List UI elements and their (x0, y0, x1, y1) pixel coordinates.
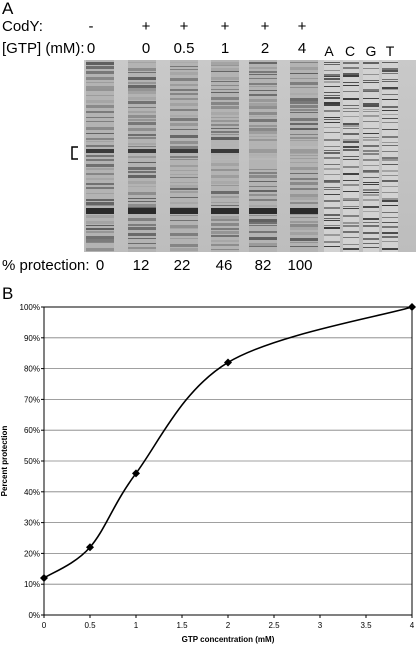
chart-gridlines (44, 306, 412, 616)
lane-3-gtp: 0.5 (173, 40, 195, 57)
x-tick-label: 1.5 (176, 621, 188, 630)
y-tick-label: 100% (20, 303, 40, 312)
lane-4-protection: 46 (215, 257, 233, 274)
data-point-marker (40, 574, 48, 583)
lane-2-cody: + (141, 18, 151, 35)
protected-region-bracket (71, 146, 78, 160)
lane-5-cody: + (260, 18, 270, 35)
y-tick-label: 40% (24, 488, 40, 497)
seq-lane-c-label: C (344, 43, 356, 59)
y-tick-label: 60% (24, 426, 40, 435)
y-tick-label: 50% (24, 457, 40, 466)
lane-1-protection: 0 (95, 257, 105, 274)
data-point-marker (224, 358, 232, 367)
gel-image (84, 60, 416, 252)
y-tick-label: 0% (28, 611, 40, 620)
lane-2-protection: 12 (132, 257, 150, 274)
x-tick-label: 2.5 (268, 621, 280, 630)
lane-1-cody: - (88, 18, 94, 35)
protection-curve (43, 306, 413, 579)
x-tick-label: 0.5 (84, 621, 96, 630)
lane-5-protection: 82 (254, 257, 272, 274)
lane-4-gtp: 1 (220, 40, 230, 57)
lane-5-gtp: 2 (260, 40, 270, 57)
x-tick-label: 2 (226, 621, 231, 630)
panel-a-letter: A (2, 0, 14, 18)
gtp-row-label: [GTP] (mM): (2, 40, 85, 57)
y-tick-label: 30% (24, 519, 40, 528)
y-tick-label: 10% (24, 580, 40, 589)
x-tick-label: 3.5 (360, 621, 372, 630)
data-point-marker (132, 469, 140, 478)
lane-2-gtp: 0 (141, 40, 151, 57)
protection-chart: 0% 10% 20% 30% 40% 50% 60% 70% 80% 90% 100% 0 0.5 1 1… (0, 303, 416, 644)
x-tick-label: 3 (318, 621, 323, 630)
y-tick-label: 70% (24, 395, 40, 404)
y-tick-label: 90% (24, 334, 40, 343)
lane-6-protection: 100 (287, 257, 313, 274)
lane-3-protection: 22 (173, 257, 191, 274)
lane-3-cody: + (179, 18, 189, 35)
lane-4-cody: + (220, 18, 230, 35)
x-tick-label: 1 (134, 621, 139, 630)
data-point-marker (86, 543, 94, 552)
y-axis-label: Percent protection (0, 426, 9, 497)
seq-lane-g-label: G (365, 43, 377, 59)
x-tick-label: 0 (42, 621, 47, 630)
lane-6-cody: + (297, 18, 307, 35)
lane-6-gtp: 4 (297, 40, 307, 57)
lane-1-gtp: 0 (86, 40, 96, 57)
x-tick-label: 4 (410, 621, 415, 630)
seq-lane-a-label: A (324, 43, 334, 59)
cody-row-label: CodY: (2, 18, 43, 35)
protection-row-label: % protection: (2, 257, 90, 274)
y-tick-label: 80% (24, 365, 40, 374)
panel-b-letter: B (2, 284, 14, 303)
x-axis-label: GTP concentration (mM) (182, 635, 275, 644)
y-tick-label: 20% (24, 549, 40, 558)
data-point-marker (408, 303, 416, 311)
seq-lane-t-label: T (385, 43, 395, 59)
